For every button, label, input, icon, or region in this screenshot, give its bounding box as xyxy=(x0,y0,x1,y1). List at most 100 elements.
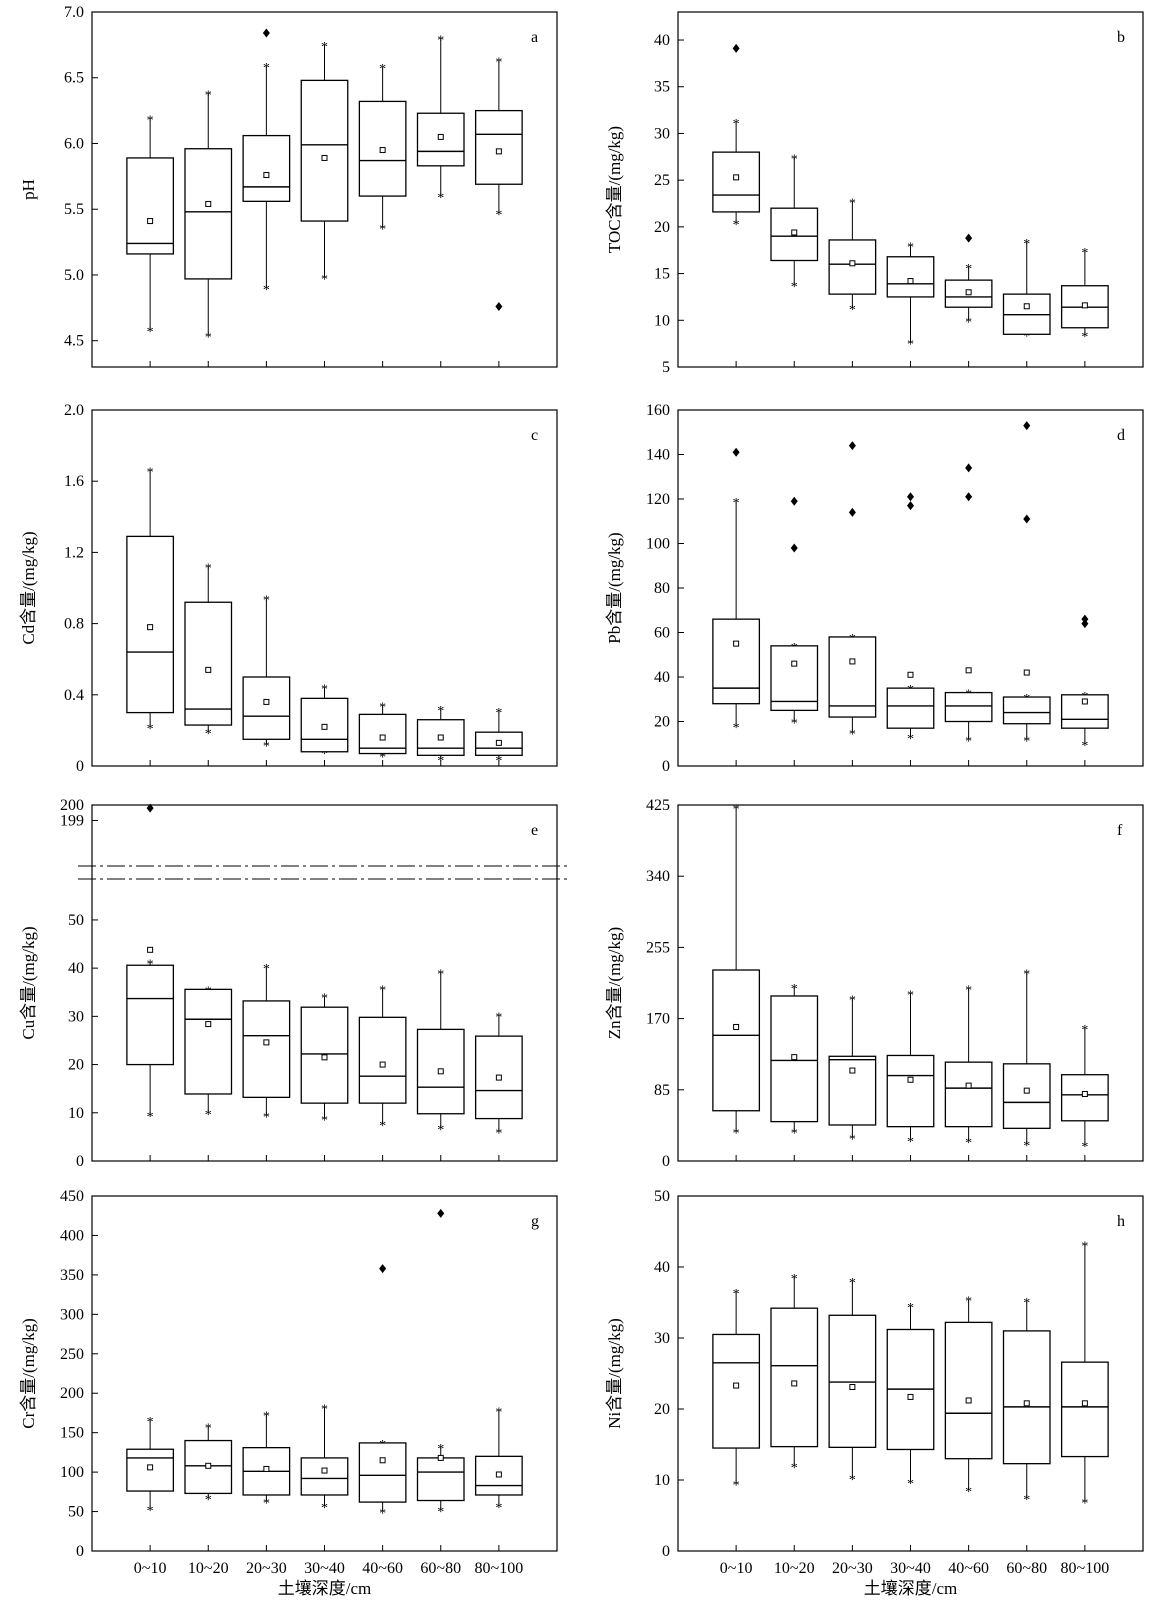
whisker-end-marker: * xyxy=(733,1287,740,1302)
y-tick-label: 50 xyxy=(654,1188,670,1205)
mean-marker xyxy=(965,289,972,296)
x-tick-label: 80~100 xyxy=(475,1560,524,1577)
y-tick-label: 5.0 xyxy=(64,267,84,284)
x-tick-label: 0~10 xyxy=(134,1560,167,1577)
y-axis-label: TOC含量/(mg/kg) xyxy=(605,126,624,253)
y-tick-label: 250 xyxy=(60,1346,84,1363)
whisker-end-marker: * xyxy=(495,208,502,223)
y-tick-label: 25 xyxy=(654,172,670,189)
mean-marker xyxy=(321,1054,328,1061)
whisker-end-marker: * xyxy=(321,273,328,288)
box-0~10: ** xyxy=(712,1287,761,1494)
y-tick-label: 120 xyxy=(646,491,670,508)
whisker-end-marker: * xyxy=(1023,237,1030,252)
mean-marker xyxy=(205,666,212,673)
mean-marker xyxy=(379,1457,386,1464)
mean-marker xyxy=(791,229,798,236)
whisker-end-marker: * xyxy=(965,1485,972,1500)
box-10~20: ** xyxy=(770,153,819,295)
whisker-end-marker: * xyxy=(495,56,502,71)
box-iqr xyxy=(474,109,523,185)
whisker-end-marker: * xyxy=(965,315,972,330)
whisker-end-marker: * xyxy=(1081,739,1088,754)
x-tick-label: 30~40 xyxy=(304,1560,345,1577)
box-iqr xyxy=(944,1321,993,1460)
x-tick-label: 60~80 xyxy=(420,1560,461,1577)
y-tick-label: 10 xyxy=(654,1472,670,1489)
whisker-end-marker: * xyxy=(321,40,328,55)
whisker-end-marker: * xyxy=(791,1272,798,1287)
outlier-point xyxy=(495,302,503,312)
whisker-end-marker: * xyxy=(379,750,386,765)
mean-marker xyxy=(495,148,502,155)
box-iqr xyxy=(1002,1063,1051,1129)
whisker-end-marker: * xyxy=(205,562,212,577)
y-tick-label: 5.5 xyxy=(64,201,84,218)
box-0~10: ** xyxy=(126,114,175,340)
mean-marker xyxy=(733,174,740,181)
panel-f: f085170255340425Zn含量/(mg/kg)************… xyxy=(605,797,1144,1170)
whisker-end-marker: * xyxy=(907,1135,914,1150)
box-iqr xyxy=(184,148,233,280)
box-60~80: ** xyxy=(416,704,465,769)
box-20~30: ** xyxy=(828,993,877,1148)
whisker-end-marker: * xyxy=(263,1410,270,1425)
mean-marker xyxy=(907,1076,914,1083)
outlier-point xyxy=(379,1264,387,1274)
y-tick-label: 0.4 xyxy=(64,687,84,704)
y-tick-label: 0 xyxy=(76,1543,84,1560)
mean-marker xyxy=(495,1471,502,1478)
box-iqr xyxy=(828,1314,877,1448)
whisker-end-marker: * xyxy=(965,983,972,998)
mean-marker xyxy=(1081,698,1088,705)
y-tick-label: 199 xyxy=(60,813,84,830)
whisker-end-marker: * xyxy=(321,747,328,762)
y-tick-label: 10 xyxy=(654,312,670,329)
whisker-end-marker: * xyxy=(1023,968,1030,983)
box-iqr xyxy=(358,1442,407,1503)
box-iqr xyxy=(242,676,291,740)
box-30~40: ** xyxy=(886,241,935,353)
x-axis-label: 土壤深度/cm xyxy=(278,1578,372,1598)
whisker-end-marker: * xyxy=(849,303,856,318)
whisker-end-marker: * xyxy=(1081,330,1088,345)
outlier-point xyxy=(1023,421,1031,431)
y-tick-label: 300 xyxy=(60,1306,84,1323)
mean-marker xyxy=(1081,1400,1088,1407)
whisker-end-marker: * xyxy=(147,1415,154,1430)
mean-marker xyxy=(1023,1087,1030,1094)
whisker-end-marker: * xyxy=(1023,1493,1030,1508)
mean-marker xyxy=(379,1061,386,1068)
box-iqr xyxy=(126,964,175,1066)
box-20~30: ** xyxy=(828,441,877,743)
outlier-point xyxy=(732,447,740,457)
box-0~10: ** xyxy=(126,466,175,737)
whisker-end-marker: * xyxy=(1081,1496,1088,1511)
y-tick-label: 2.0 xyxy=(64,402,84,419)
mean-marker xyxy=(849,1067,856,1074)
whisker-end-marker: * xyxy=(321,1402,328,1417)
whisker-end-marker: * xyxy=(379,62,386,77)
box-iqr xyxy=(712,1333,761,1449)
outlier-point xyxy=(437,1208,445,1218)
box-iqr xyxy=(126,157,175,255)
outlier-point xyxy=(965,233,973,243)
mean-marker xyxy=(1023,303,1030,310)
mean-marker xyxy=(1023,669,1030,676)
box-10~20: ** xyxy=(184,984,233,1123)
box-30~40: ** xyxy=(886,1301,935,1492)
whisker-end-marker: * xyxy=(379,1119,386,1134)
outlier-point xyxy=(848,507,856,517)
whisker-end-marker: * xyxy=(791,1461,798,1476)
whisker-end-marker: * xyxy=(147,1110,154,1125)
x-tick-label: 30~40 xyxy=(890,1560,931,1577)
y-tick-label: 255 xyxy=(646,939,670,956)
whisker-end-marker: * xyxy=(907,1477,914,1492)
box-10~20: ** xyxy=(184,562,233,742)
box-0~10: ** xyxy=(712,447,761,736)
whisker-end-marker: * xyxy=(379,1507,386,1522)
box-60~80: ** xyxy=(1002,237,1051,344)
whisker-end-marker: * xyxy=(147,466,154,481)
box-40~60: ** xyxy=(944,233,993,330)
